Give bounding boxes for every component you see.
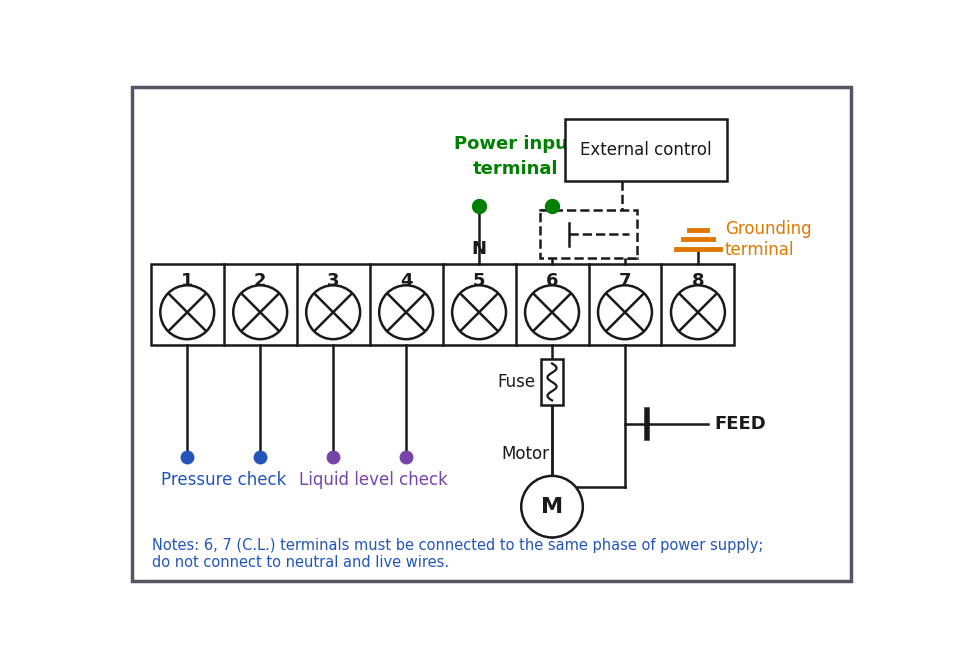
Text: External control: External control [580, 141, 712, 159]
Bar [541, 210, 637, 258]
Text: Liquid level check: Liquid level check [299, 471, 448, 488]
Circle shape [526, 286, 579, 339]
Text: 2: 2 [254, 272, 267, 290]
Text: do not connect to neutral and live wires.: do not connect to neutral and live wires… [152, 555, 449, 570]
Text: 7: 7 [619, 272, 631, 290]
Text: 3: 3 [327, 272, 339, 290]
Circle shape [598, 286, 652, 339]
Text: Notes: 6, 7 (C.L.) terminals must be connected to the same phase of power supply: Notes: 6, 7 (C.L.) terminals must be con… [152, 537, 763, 553]
Text: Motor: Motor [502, 446, 550, 463]
Circle shape [160, 286, 214, 339]
Bar [151, 264, 735, 345]
Text: FEED: FEED [714, 415, 766, 433]
Text: C: C [546, 240, 559, 258]
Text: L: L [620, 240, 631, 258]
Bar [541, 359, 563, 405]
Text: M: M [541, 496, 563, 517]
Text: Power input
terminal: Power input terminal [455, 135, 576, 178]
Bar [565, 120, 727, 181]
Circle shape [379, 286, 433, 339]
Text: 6: 6 [546, 272, 558, 290]
Circle shape [306, 286, 361, 339]
Text: Pressure check: Pressure check [161, 471, 287, 488]
Text: 1: 1 [181, 272, 194, 290]
Circle shape [671, 286, 725, 339]
Text: Fuse: Fuse [497, 373, 535, 391]
Text: N: N [472, 240, 486, 258]
Circle shape [233, 286, 287, 339]
Circle shape [522, 476, 583, 537]
Circle shape [452, 286, 506, 339]
Text: 4: 4 [400, 272, 412, 290]
Text: 5: 5 [473, 272, 485, 290]
Text: 8: 8 [691, 272, 704, 290]
Text: Grounding
terminal: Grounding terminal [725, 220, 811, 259]
